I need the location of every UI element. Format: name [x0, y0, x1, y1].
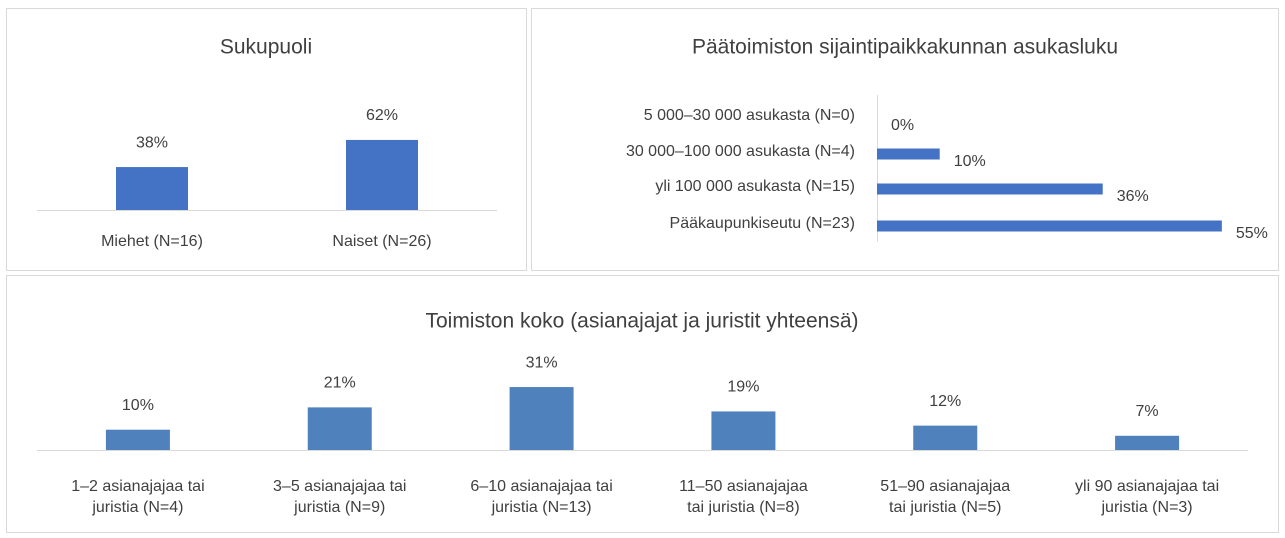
data-label: 19%: [727, 379, 759, 396]
data-label: 12%: [929, 393, 961, 410]
bar: [877, 148, 940, 160]
data-label: 0%: [891, 117, 914, 134]
x-tick-label: Naiset (N=26): [332, 233, 431, 250]
x-tick-label: 11–50 asianajajaa tai juristia (N=8): [679, 478, 808, 516]
data-label: 7%: [1136, 403, 1159, 420]
y-tick-label: 30 000–100 000 asukasta (N=4): [626, 143, 855, 160]
y-tick-label: Pääkaupunkiseutu (N=23): [670, 215, 855, 232]
bar: [509, 387, 574, 450]
y-tick-label: yli 100 000 asukasta (N=15): [655, 178, 855, 195]
y-tick-label: 5 000–30 000 asukasta (N=0): [644, 107, 855, 124]
data-label: 21%: [324, 375, 356, 392]
x-tick-label: 51–90 asianajajaa tai juristia (N=5): [880, 478, 1010, 516]
bar: [1115, 435, 1180, 450]
panel: [6, 8, 527, 271]
panel: [6, 275, 1279, 533]
bar: [711, 411, 776, 450]
bar: [877, 220, 1222, 232]
data-label: 55%: [1236, 225, 1268, 242]
data-label: 62%: [366, 107, 398, 124]
x-tick-label: 6–10 asianajajaa tai juristia (N=13): [470, 478, 612, 516]
bar: [116, 167, 188, 210]
x-tick-label: 3–5 asianajajaa tai juristia (N=9): [273, 478, 406, 516]
data-label: 10%: [122, 397, 154, 414]
x-tick-label: yli 90 asianajajaa tai juristia (N=3): [1075, 478, 1219, 516]
data-label: 38%: [136, 134, 168, 151]
bar: [877, 183, 1103, 195]
bar: [346, 139, 418, 210]
data-label: 31%: [526, 354, 558, 371]
x-tick-label: Miehet (N=16): [101, 233, 203, 250]
chart-title: Sukupuoli: [220, 36, 312, 59]
chart-title: Päätoimiston sijaintipaikkakunnan asukas…: [692, 36, 1118, 59]
data-label: 36%: [1117, 188, 1149, 205]
bar: [913, 425, 978, 450]
data-label: 10%: [954, 153, 986, 170]
chart-title: Toimiston koko (asianajajat ja juristit …: [425, 310, 858, 333]
bar: [307, 407, 372, 450]
x-tick-label: 1–2 asianajajaa tai juristia (N=4): [71, 478, 204, 516]
bar: [105, 429, 170, 450]
